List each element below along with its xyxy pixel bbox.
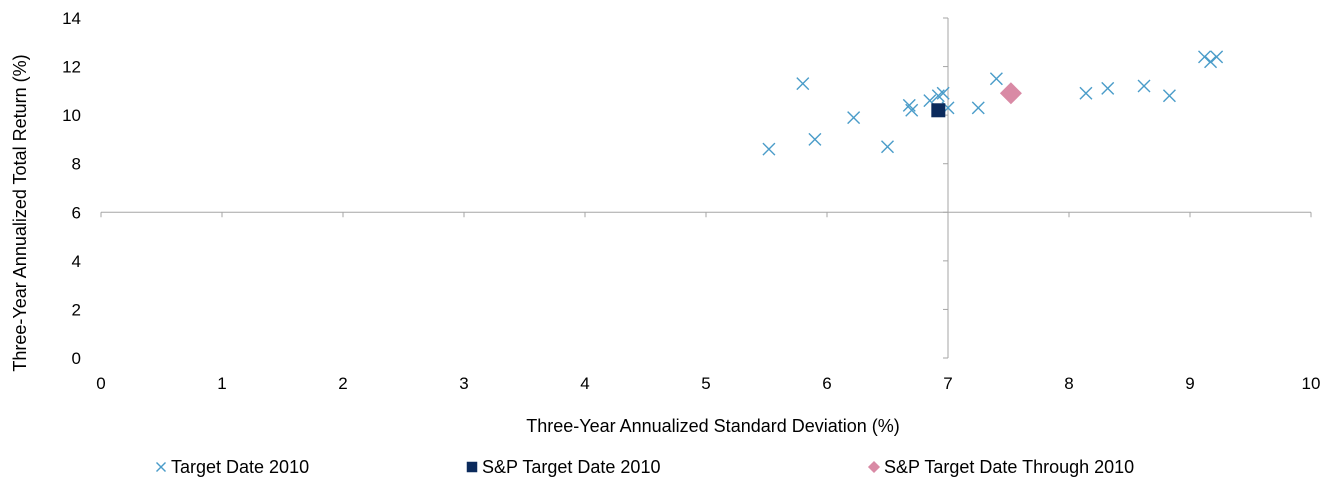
x-marker-stroke: [847, 111, 861, 125]
y-axis-title: Three-Year Annualized Total Return (%): [10, 54, 30, 371]
x-marker-stroke: [1101, 81, 1115, 95]
x-marker-stroke: [1198, 50, 1212, 64]
y-tick-label: 8: [72, 155, 81, 174]
legend-marker: [466, 461, 478, 473]
y-tick-label: 6: [72, 203, 81, 222]
data-point: [796, 77, 810, 91]
x-marker-stroke: [905, 103, 919, 117]
x-marker-stroke: [762, 142, 776, 156]
legend-label: S&P Target Date 2010: [482, 457, 660, 477]
data-point: [1137, 79, 1151, 93]
data-point: [989, 72, 1003, 86]
x-tick-label: 3: [459, 374, 468, 393]
legend-label: Target Date 2010: [171, 457, 309, 477]
chart-axes: [100, 17, 1312, 359]
x-tick-label: 2: [338, 374, 347, 393]
data-point: [971, 101, 985, 115]
legend-marker: [867, 460, 881, 474]
legend: Target Date 2010 S&P Target Date 2010 S&P …: [156, 457, 1134, 477]
x-tick-label: 8: [1064, 374, 1073, 393]
legend-item: S&P Target Date 2010: [466, 457, 660, 477]
y-tick-label: 14: [62, 9, 81, 28]
data-point: [1101, 81, 1115, 95]
legend-item: Target Date 2010: [156, 457, 309, 477]
x-tick-label: 0: [96, 374, 105, 393]
y-tick-label: 2: [72, 300, 81, 319]
data-points: [762, 50, 1224, 156]
data-point: [1210, 50, 1224, 64]
legend-label: S&P Target Date Through 2010: [884, 457, 1134, 477]
data-point: [808, 132, 822, 146]
data-point: [999, 82, 1022, 105]
x-tick-label: 9: [1185, 374, 1194, 393]
x-marker-stroke: [1079, 86, 1093, 100]
data-point: [881, 140, 894, 154]
legend-item: S&P Target Date Through 2010: [867, 457, 1134, 477]
x-marker-stroke: [881, 140, 894, 154]
x-marker-stroke: [971, 101, 985, 115]
data-point: [762, 142, 776, 156]
y-tick-label: 4: [72, 252, 81, 271]
y-tick-label: 0: [72, 349, 81, 368]
legend-marker: [156, 462, 166, 472]
x-tick-label: 4: [580, 374, 589, 393]
x-marker-stroke: [1137, 79, 1151, 93]
data-point: [1204, 55, 1218, 69]
x-marker-stroke: [1210, 50, 1224, 64]
data-point: [1198, 50, 1212, 64]
data-point: [902, 98, 916, 112]
x-tick-label: 7: [943, 374, 952, 393]
data-point: [847, 111, 861, 125]
data-point: [905, 103, 919, 117]
x-axis-title: Three-Year Annualized Standard Deviation…: [526, 416, 900, 436]
x-marker-stroke: [923, 94, 937, 108]
data-point: [1079, 86, 1093, 100]
x-marker-stroke: [989, 72, 1003, 86]
x-marker-stroke: [936, 86, 950, 100]
x-marker-stroke: [1162, 89, 1176, 103]
data-point: [1162, 89, 1176, 103]
x-tick-label: 10: [1302, 374, 1321, 393]
x-tick-label: 6: [822, 374, 831, 393]
x-marker-stroke: [156, 462, 166, 472]
x-tick-label: 1: [217, 374, 226, 393]
x-marker-stroke: [796, 77, 810, 91]
y-tick-label: 10: [62, 106, 81, 125]
data-point: [936, 86, 950, 100]
x-marker-stroke: [808, 132, 822, 146]
data-point: [931, 103, 946, 118]
x-tick-label: 5: [701, 374, 710, 393]
x-marker-stroke: [902, 98, 916, 112]
y-tick-label: 12: [62, 58, 81, 77]
x-marker-stroke: [1204, 55, 1218, 69]
